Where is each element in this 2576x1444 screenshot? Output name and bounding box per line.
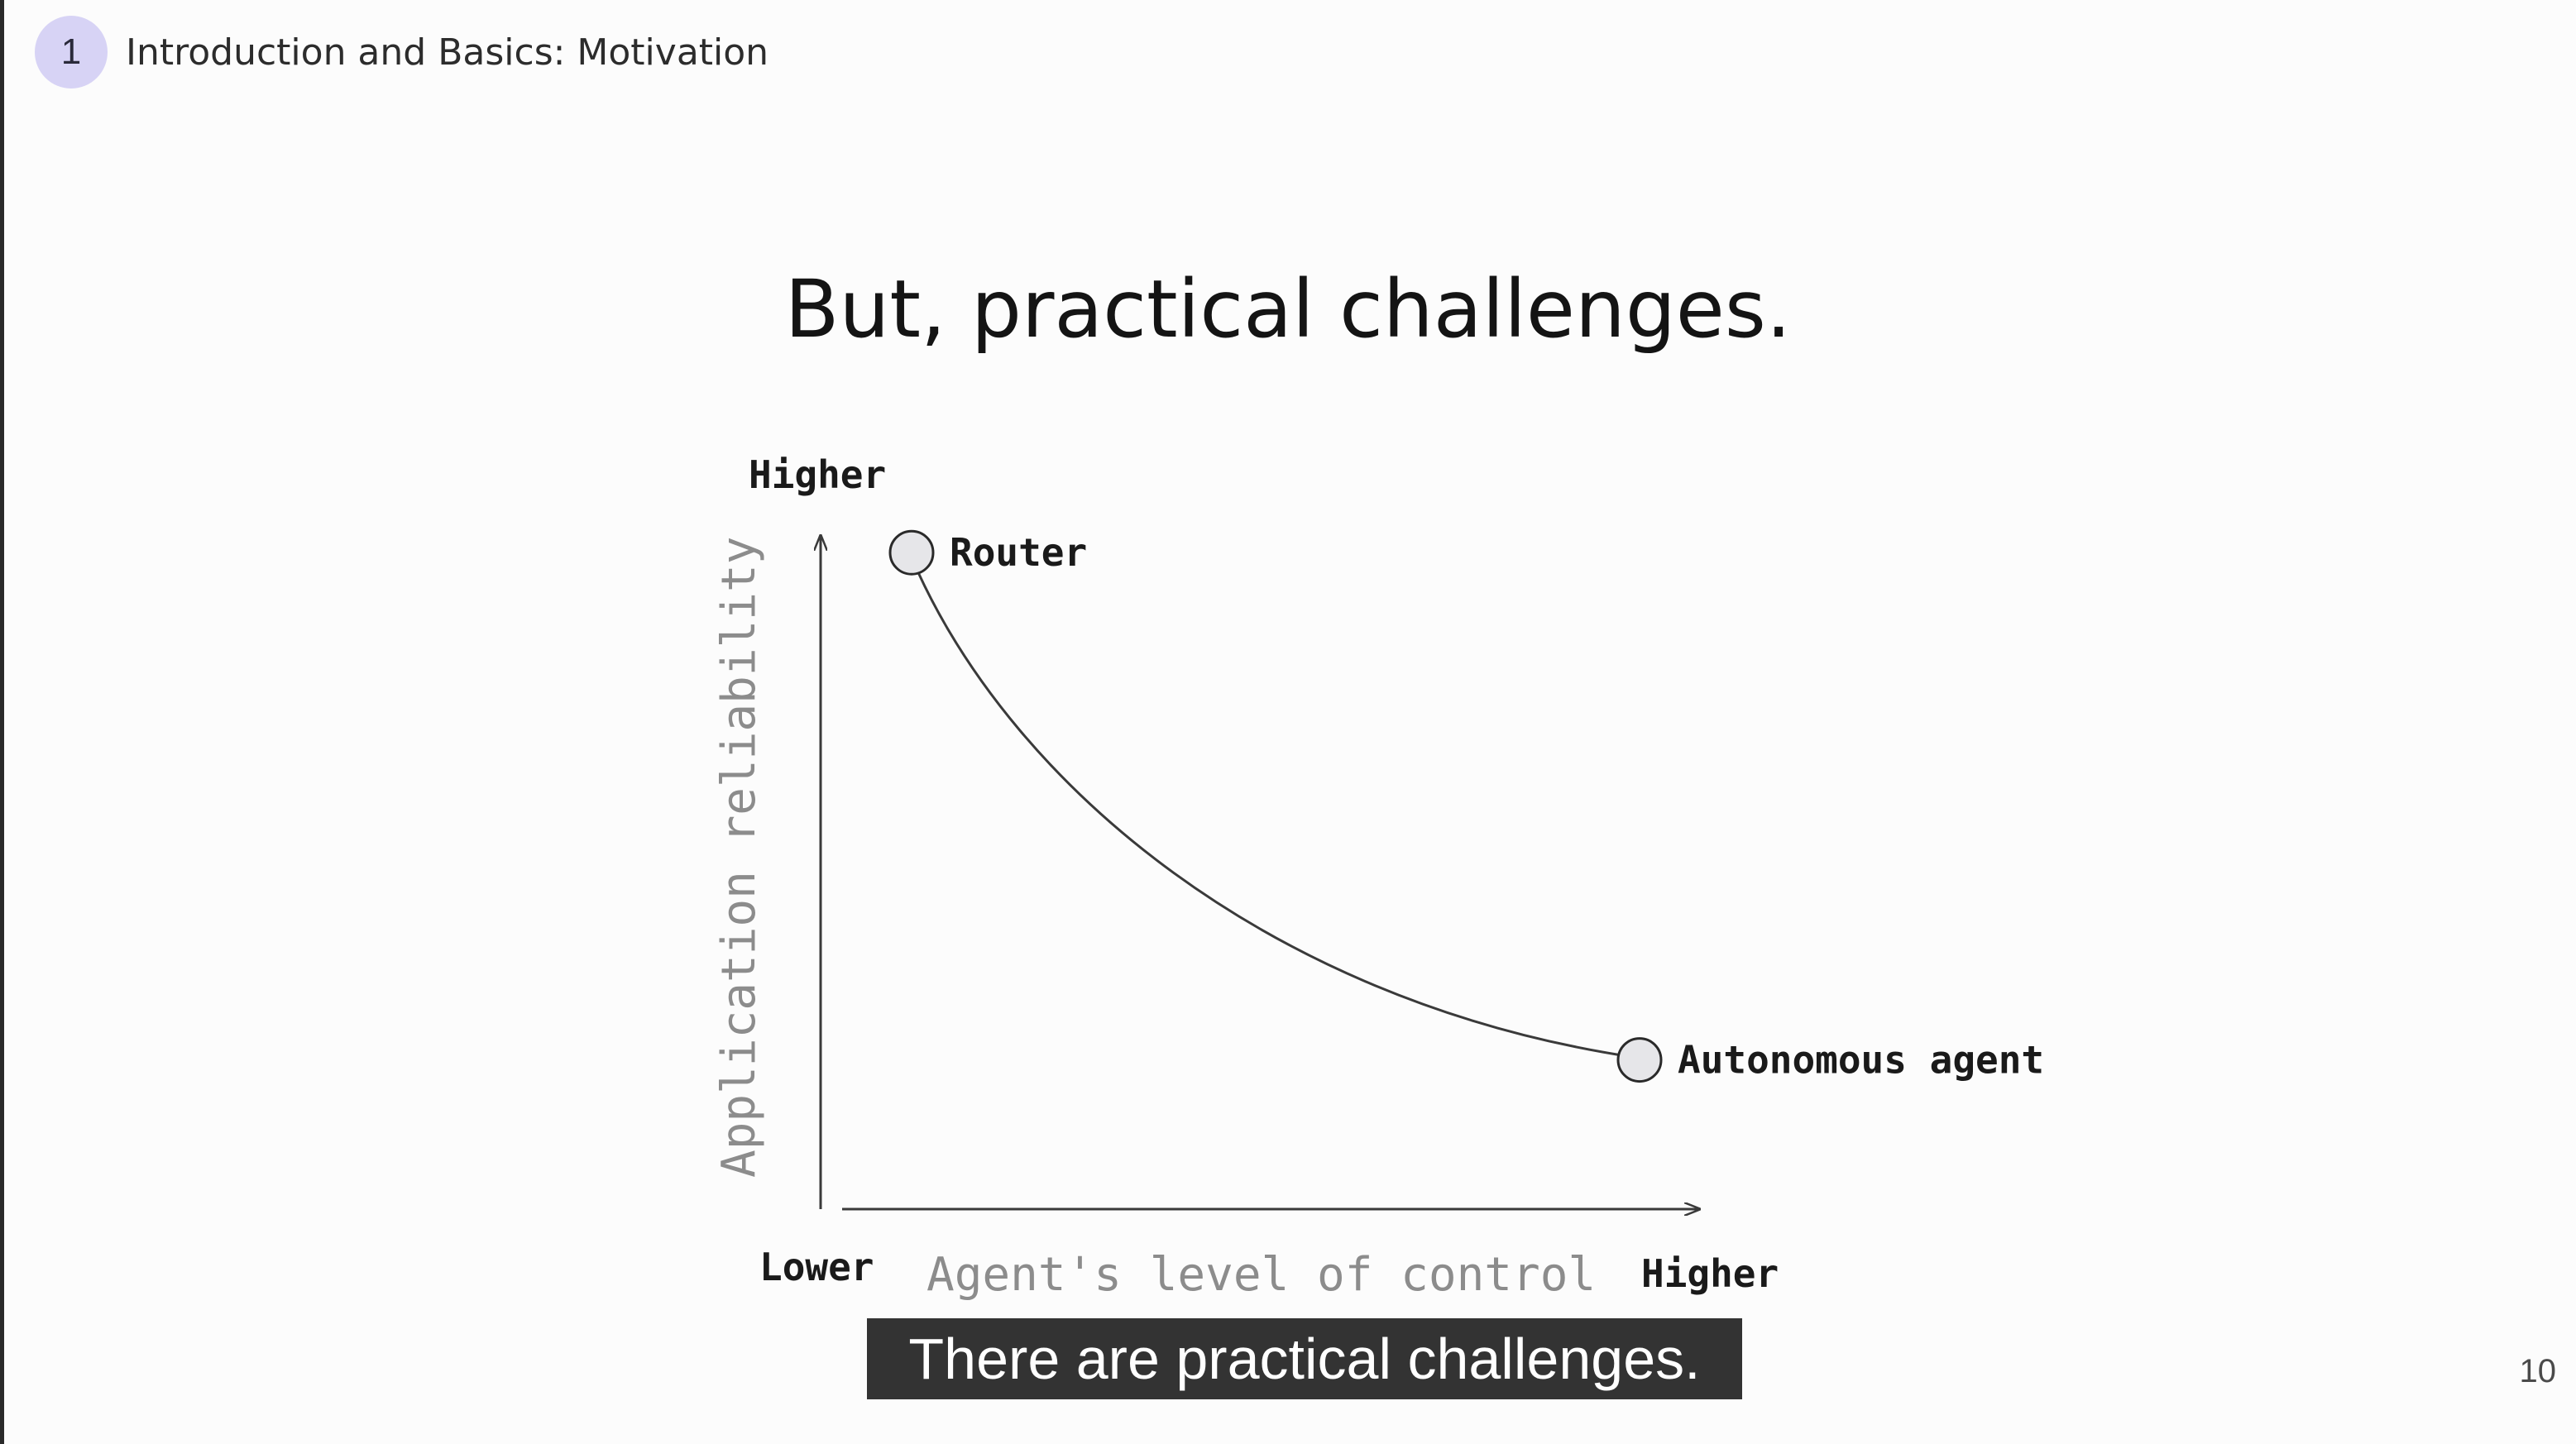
section-title: Introduction and Basics: Motivation (126, 31, 769, 74)
reliability-curve (917, 571, 1621, 1057)
y-axis-top-label: Higher (749, 452, 886, 497)
slide-title: But, practical challenges. (784, 263, 1792, 356)
x-axis-min-label: Lower (759, 1245, 874, 1289)
left-border (0, 0, 4, 1444)
autonomous-agent-label: Autonomous agent (1678, 1038, 2044, 1083)
section-header: 1 Introduction and Basics: Motivation (35, 15, 768, 89)
router-label: Router (950, 530, 1087, 575)
x-axis-title: Agent's level of control (926, 1248, 1596, 1302)
subtitle-caption: There are practical challenges. (867, 1318, 1742, 1399)
y-axis-title: Application reliability (712, 537, 766, 1178)
autonomous-agent-point (1616, 1037, 1663, 1083)
x-axis-max-label: Higher (1641, 1251, 1779, 1296)
section-number-badge: 1 (35, 16, 108, 88)
router-point (888, 529, 935, 576)
page-number: 10 (2519, 1353, 2557, 1389)
